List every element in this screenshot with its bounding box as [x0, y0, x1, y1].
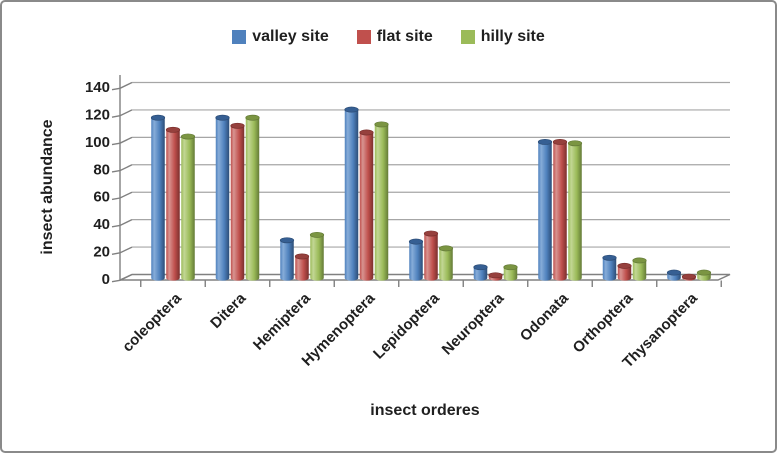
bar-hilly-site-ditera-body: [245, 117, 260, 281]
bar-flat-site-neuroptera-top: [488, 272, 503, 279]
y-tick-label-140: 140: [85, 79, 110, 96]
bar-valley-site-coleoptera-top: [150, 114, 166, 121]
bar-flat-site-thysanoptera-top: [681, 273, 697, 280]
category-label-orthoptera: Orthoptera: [569, 289, 636, 356]
bar-hilly-site-hemiptera-body: [310, 234, 324, 281]
bar-valley-site-orthoptera-top: [602, 254, 617, 261]
bar-valley-site-odonata-top: [537, 138, 553, 145]
y-tick-label-0: 0: [102, 271, 110, 288]
bar-flat-site-thysanoptera-body: [682, 276, 696, 281]
legend-swatch-valley-site: [232, 30, 247, 44]
bar-hilly-site-coleoptera-top: [180, 133, 196, 140]
bar-valley-site-neuroptera-body: [473, 267, 488, 281]
legend-item-flat-site: flat site: [356, 28, 433, 46]
bar-valley-site-ditera-body: [215, 117, 230, 281]
bar-flat-site-odonata-top: [552, 138, 568, 145]
legend: valley site flat site hilly site: [2, 28, 775, 46]
legend-item-hilly-site: hilly site: [460, 28, 545, 46]
y-tick-labels: 0 20 40 60 80 100 120 140: [85, 79, 110, 288]
category-label-odonata: Odonata: [517, 289, 573, 345]
y-tick-label-20: 20: [93, 244, 110, 261]
bar-flat-site-orthoptera-body: [617, 265, 632, 281]
bar-hilly-site-lepidoptera-body: [439, 248, 453, 281]
bar-hilly-site-orthoptera-top: [632, 257, 647, 264]
bar-valley-site-thysanoptera-top: [666, 269, 682, 276]
bar-valley-site-coleoptera-body: [151, 117, 165, 281]
y-tick-60: [111, 191, 133, 201]
category-label-ditera: Ditera: [207, 289, 250, 332]
bar-flat-site-coleoptera-body: [166, 129, 180, 281]
y-tick-label-60: 60: [93, 189, 110, 206]
y-tick-80: [111, 164, 133, 173]
bar-hilly-site-orthoptera-body: [632, 260, 647, 281]
bar-valley-site-thysanoptera-body: [667, 272, 681, 281]
bar-hilly-site-hemiptera-top: [309, 231, 325, 238]
bar-hilly-site-hymenoptera-body: [374, 124, 389, 281]
bar-valley-site-hymenoptera-top: [344, 106, 359, 113]
bar-flat-site-hymenoptera-top: [359, 129, 374, 136]
bar-flat-site-lepidoptera-body: [424, 233, 438, 281]
bar-flat-site-lepidoptera-top: [423, 230, 439, 237]
legend-label: hilly site: [480, 28, 545, 45]
y-tick-label-120: 120: [85, 106, 110, 123]
bar-hilly-site-odonata-top: [567, 140, 583, 147]
bar-flat-site-coleoptera-top: [165, 126, 181, 133]
bar-flat-site-ditera-body: [230, 125, 245, 281]
bar-valley-site-lepidoptera-body: [409, 241, 423, 281]
category-labels: coleoptera Ditera HemipteraHymenopteraLepi…: [119, 289, 701, 371]
bar-valley-site-lepidoptera-top: [408, 238, 424, 245]
bar-flat-site-hemiptera-body: [295, 256, 309, 281]
legend-label: flat site: [376, 28, 433, 45]
bar-hilly-site-neuroptera-top: [503, 264, 518, 271]
x-axis-ticks: [140, 280, 722, 287]
bar-hilly-site-neuroptera-body: [503, 267, 518, 281]
y-axis-ticks: [111, 81, 133, 283]
y-tick-label-100: 100: [85, 134, 110, 151]
y-axis-title: insect abundance: [39, 119, 56, 254]
bar-hilly-site-ditera-top: [245, 114, 260, 121]
category-label-lepidoptera: Lepidoptera: [370, 289, 443, 362]
legend-swatch-flat-site: [356, 30, 371, 44]
bar-valley-site-orthoptera-body: [602, 257, 617, 281]
bar-hilly-site-thysanoptera-top: [696, 269, 712, 276]
legend-swatch-hilly-site: [460, 30, 475, 44]
bar-valley-site-hemiptera-body: [280, 240, 294, 281]
y-tick-label-80: 80: [93, 161, 110, 178]
bar-flat-site-odonata-body: [553, 141, 567, 281]
bar-hilly-site-lepidoptera-top: [438, 245, 454, 252]
y-tick-20: [111, 246, 133, 255]
category-label-hemiptera: Hemiptera: [250, 289, 314, 353]
bar-valley-site-ditera-top: [215, 114, 230, 121]
legend-label: valley site: [252, 28, 329, 45]
bar-flat-site-hemiptera-top: [294, 253, 310, 260]
y-tick-label-40: 40: [93, 216, 110, 233]
bar-hilly-site-odonata-body: [568, 143, 582, 281]
y-tick-100: [111, 136, 133, 146]
y-tick-40: [111, 219, 133, 228]
category-label-neuroptera: Neuroptera: [439, 289, 508, 358]
x-axis-title: insect orderes: [370, 402, 479, 419]
bar-valley-site-neuroptera-top: [473, 264, 488, 271]
bar-flat-site-orthoptera-top: [617, 262, 632, 269]
bar-hilly-site-thysanoptera-body: [697, 272, 711, 281]
y-tick-140: [111, 81, 133, 91]
y-tick-120: [111, 109, 133, 118]
bar-hilly-site-hymenoptera-top: [374, 121, 389, 128]
bar-hilly-site-coleoptera-body: [181, 136, 195, 281]
category-label-coleoptera: coleoptera: [119, 289, 185, 355]
floor: [119, 273, 731, 281]
bar-valley-site-hemiptera-top: [279, 237, 295, 244]
bar-flat-site-hymenoptera-body: [359, 132, 374, 281]
bar-flat-site-ditera-top: [230, 122, 245, 129]
bar-valley-site-odonata-body: [538, 141, 552, 281]
bar-valley-site-hymenoptera-body: [344, 109, 359, 281]
legend-item-valley-site: valley site: [232, 28, 329, 46]
bars: [150, 106, 712, 281]
